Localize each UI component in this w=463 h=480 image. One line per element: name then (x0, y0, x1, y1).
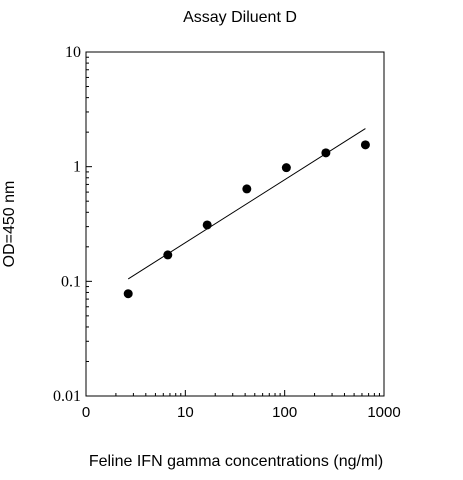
x-tick-label: 100 (272, 404, 297, 421)
y-tick-label: 0.1 (61, 273, 81, 290)
y-axis-ticks: 0.01 0.1 1 10 (53, 44, 92, 405)
data-point (281, 163, 291, 173)
data-point (321, 148, 331, 158)
x-tick-label: 10 (177, 404, 194, 421)
y-tick-label: 1 (73, 159, 81, 176)
data-point (360, 140, 370, 150)
data-point (123, 289, 133, 299)
x-tick-label: 1000 (367, 404, 400, 421)
y-tick-label: 0.01 (53, 388, 81, 405)
data-points (123, 140, 370, 299)
data-point (163, 250, 173, 260)
y-tick-label: 10 (65, 44, 81, 61)
plot-frame (85, 51, 385, 397)
y-axis-label: OD=450 nm (1, 181, 18, 268)
chart-title: Assay Diluent D (183, 9, 297, 26)
data-point (202, 220, 212, 230)
data-point (242, 184, 252, 194)
x-axis-ticks: 0 10 100 1000 (82, 390, 401, 421)
x-axis-label: Feline IFN gamma concentrations (ng/ml) (89, 453, 383, 470)
x-tick-label: 0 (82, 404, 90, 421)
